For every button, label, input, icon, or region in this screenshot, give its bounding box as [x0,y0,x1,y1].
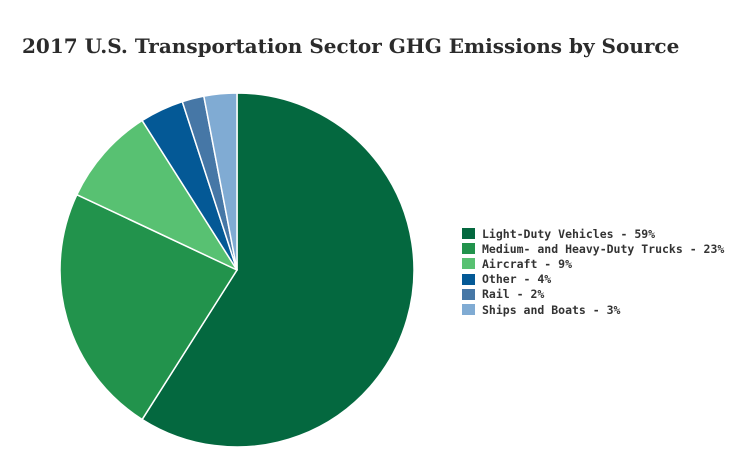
legend-label: Light-Duty Vehicles - 59% [482,226,656,241]
legend-item: Medium- and Heavy-Duty Trucks - 23% [462,241,724,256]
pie-slice-light-duty-vehicles [141,92,415,448]
legend-swatch [462,243,475,255]
legend-label: Medium- and Heavy-Duty Trucks - 23% [482,241,725,256]
legend-label: Aircraft - 9% [482,256,573,271]
legend-swatch [462,273,475,285]
pie-slice-ships-and-boats [203,92,238,271]
chart-title: 2017 U.S. Transportation Sector GHG Emis… [22,34,680,58]
legend: Light-Duty Vehicles - 59% Medium- and Hea… [462,226,724,317]
legend-item: Other - 4% [462,272,724,287]
legend-swatch [462,288,475,300]
pie-slices [59,92,415,448]
legend-item: Rail - 2% [462,287,724,302]
pie-slice-medium-and-heavy-duty-trucks [59,193,238,421]
legend-swatch [462,304,475,316]
legend-swatch [462,258,475,270]
legend-item: Aircraft - 9% [462,256,724,271]
legend-item: Light-Duty Vehicles - 59% [462,226,724,241]
legend-label: Other - 4% [482,272,552,287]
legend-swatch [462,228,475,240]
legend-item: Ships and Boats - 3% [462,302,724,317]
legend-label: Ships and Boats - 3% [482,302,621,317]
legend-label: Rail - 2% [482,287,545,302]
pie-slice-aircraft [76,119,238,271]
